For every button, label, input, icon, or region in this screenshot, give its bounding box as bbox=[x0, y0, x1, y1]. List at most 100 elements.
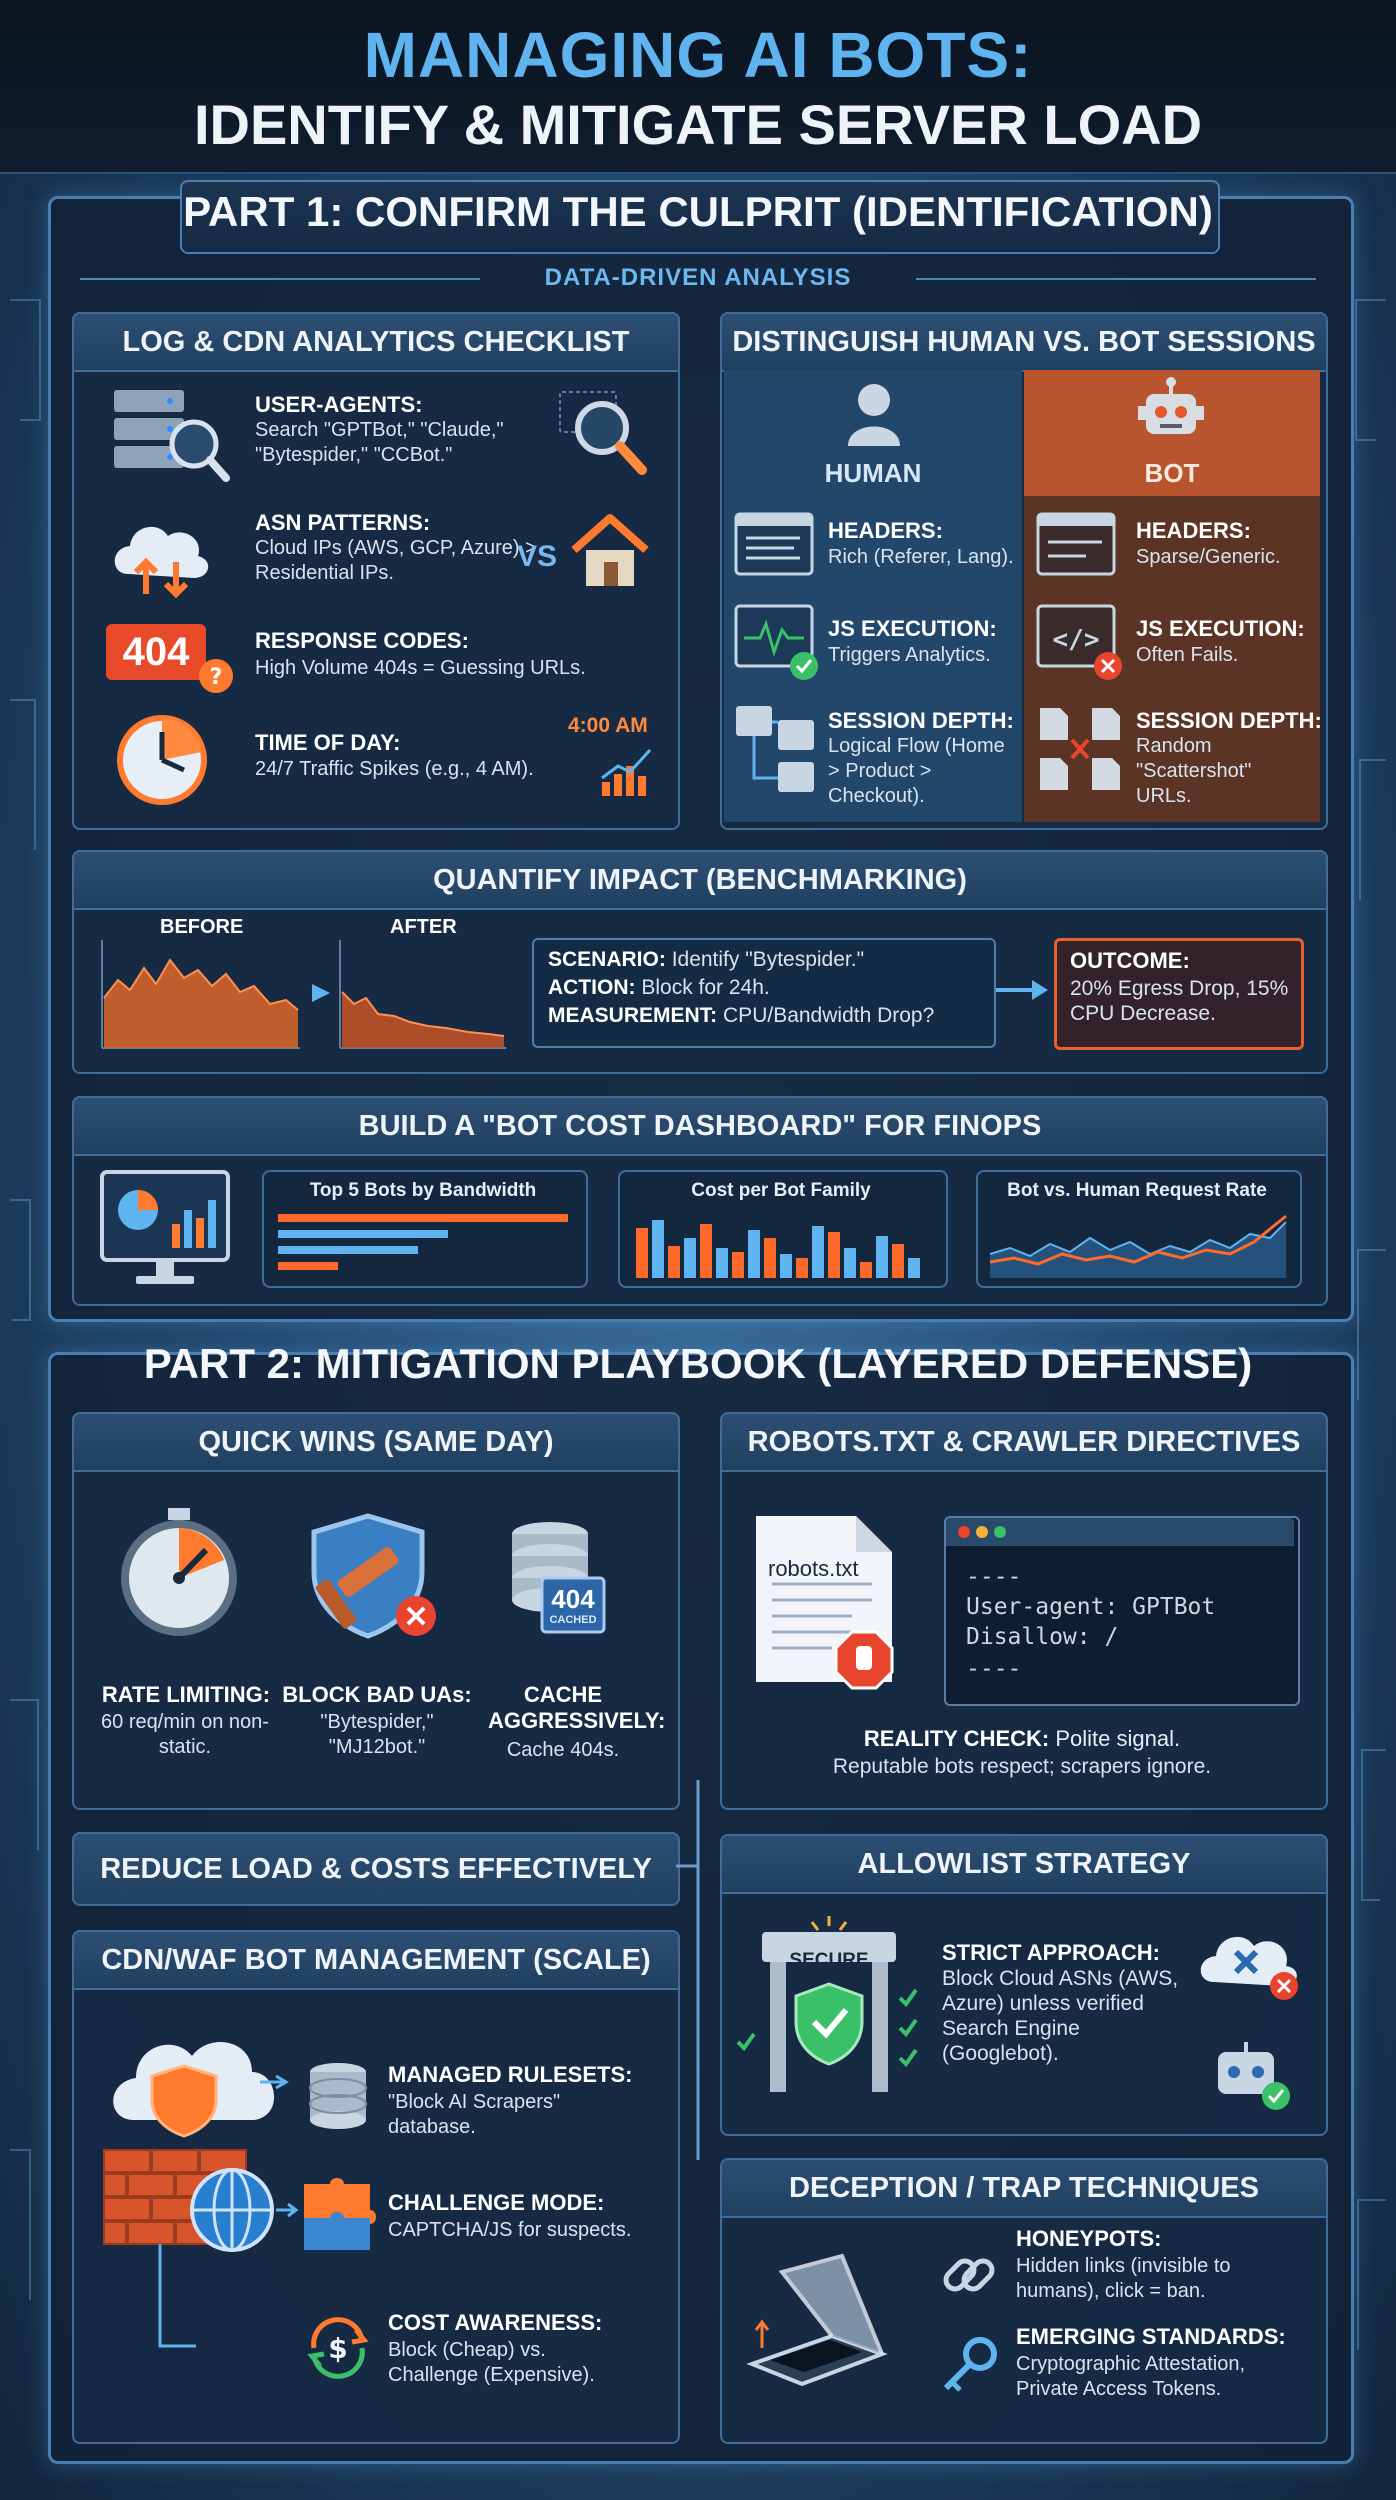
stopwatch-icon bbox=[121, 1508, 237, 1636]
measurement-text: CPU/Bandwidth Drop? bbox=[723, 1004, 935, 1027]
widget-bot-human-rate-chart bbox=[989, 1214, 1287, 1278]
code-line-disallow: Disallow: / bbox=[966, 1624, 1119, 1650]
scenario-label: SCENARIO: bbox=[548, 948, 666, 971]
before-label: BEFORE bbox=[160, 916, 244, 938]
question-icon: ? bbox=[199, 659, 233, 693]
time-of-day-label: TIME OF DAY: bbox=[255, 730, 401, 755]
server-search-icon bbox=[114, 390, 230, 482]
cdn-waf-title: CDN/WAF BOT MANAGEMENT (SCALE) bbox=[74, 1932, 678, 1990]
link-chain-icon bbox=[943, 2258, 995, 2292]
action-label: ACTION: bbox=[548, 976, 636, 999]
trapdoor-icon bbox=[746, 2253, 888, 2387]
widget-cost-family-chart bbox=[636, 1220, 920, 1278]
widget-top-bots-chart bbox=[278, 1214, 568, 1270]
after-label: AFTER bbox=[390, 916, 457, 938]
outcome-arrow-icon bbox=[996, 980, 1048, 1000]
allowlist-title: ALLOWLIST STRATEGY bbox=[722, 1836, 1326, 1894]
code-dash-top: ---- bbox=[966, 1564, 1022, 1590]
reality-check-label: REALITY CHECK: bbox=[863, 1726, 1050, 1751]
outcome-label: OUTCOME: bbox=[1070, 948, 1190, 973]
human-session-label: SESSION DEPTH: bbox=[828, 708, 1014, 733]
widget-cost-family-title: Cost per Bot Family bbox=[691, 1180, 871, 1201]
action-line: ACTION: Block for 24h. bbox=[548, 976, 770, 1000]
outcome-text: 20% Egress Drop, 15% CPU Decrease. bbox=[1070, 977, 1289, 1025]
block-uas-text: "Bytespider," "MJ12bot." bbox=[320, 1711, 434, 1758]
bot-session-text: Random "Scattershot" URLs. bbox=[1136, 735, 1252, 807]
spike-chart-icon bbox=[601, 748, 652, 796]
js-pulse-icon bbox=[734, 604, 818, 680]
asn-label: ASN PATTERNS: bbox=[255, 510, 431, 535]
human-session-text: Logical Flow (Home > Product > Checkout)… bbox=[828, 735, 1005, 807]
bot-robot-icon bbox=[1138, 377, 1204, 434]
svg-text:</>: </> bbox=[1053, 625, 1100, 655]
reality-check-text: Polite signal. bbox=[1055, 1726, 1181, 1751]
robots-title: ROBOTS.TXT & CRAWLER DIRECTIVES bbox=[722, 1414, 1326, 1472]
title-bar bbox=[0, 0, 1396, 174]
cost-dollar-icon: $ bbox=[307, 2317, 369, 2379]
page-title: MANAGING AI BOTS: bbox=[363, 19, 1033, 91]
human-js-text: Triggers Analytics. bbox=[828, 644, 991, 666]
quick-wins-title: QUICK WINS (SAME DAY) bbox=[74, 1414, 678, 1472]
secure-gate-label: SECURE bbox=[789, 1950, 869, 1971]
measurement-label: MEASUREMENT: bbox=[548, 1004, 718, 1027]
reduce-load-title: REDUCE LOAD & COSTS EFFECTIVELY bbox=[100, 1853, 652, 1885]
part1-subheading: DATA-DRIVEN ANALYSIS bbox=[544, 264, 852, 291]
shield-gavel-icon bbox=[311, 1513, 436, 1639]
clock-icon bbox=[117, 715, 207, 805]
part1-heading: PART 1: CONFIRM THE CULPRIT (IDENTIFICAT… bbox=[183, 188, 1213, 235]
database-cache-icon bbox=[512, 1522, 606, 1634]
outcome-box bbox=[1054, 938, 1304, 1050]
svg-text:$: $ bbox=[328, 2332, 347, 2365]
clock-time-label: 4:00 AM bbox=[568, 714, 648, 737]
code-line-useragent: User-agent: GPTBot bbox=[966, 1594, 1216, 1620]
cache-label: CACHE AGGRESSIVELY: bbox=[488, 1682, 666, 1733]
magnifier-icon bbox=[559, 391, 647, 475]
dashboard-title: BUILD A "BOT COST DASHBOARD" FOR FINOPS bbox=[74, 1098, 1326, 1156]
cloud-arrows-icon bbox=[114, 526, 209, 599]
robots-file-icon bbox=[756, 1516, 894, 1690]
log-checklist-title: LOG & CDN ANALYTICS CHECKLIST bbox=[74, 314, 678, 372]
part1-header-banner bbox=[180, 180, 1220, 254]
puzzle-icon bbox=[304, 2178, 376, 2250]
user-agents-text: Search "GPTBot," "Claude," "Bytespider,"… bbox=[255, 419, 504, 466]
time-of-day-text: 24/7 Traffic Spikes (e.g., 4 AM). bbox=[255, 758, 534, 780]
human-label: HUMAN bbox=[824, 458, 922, 488]
cache-text: Cache 404s. bbox=[506, 1739, 620, 1761]
scenario-line: SCENARIO: Identify "Bytespider." bbox=[548, 948, 864, 972]
code-fail-icon: </> bbox=[1036, 604, 1122, 680]
honeypots-label: HONEYPOTS: bbox=[1016, 2226, 1162, 2251]
database-icon bbox=[309, 2063, 367, 2129]
reduce-load-banner: REDUCE LOAD & COSTS EFFECTIVELY bbox=[72, 1832, 680, 1906]
bot-headers-label: HEADERS: bbox=[1136, 518, 1251, 543]
scattershot-icon bbox=[1040, 708, 1120, 790]
response-codes-text: High Volume 404s = Guessing URLs. bbox=[255, 657, 586, 679]
human-bot-title: DISTINGUISH HUMAN VS. BOT SESSIONS bbox=[722, 314, 1326, 372]
monitor-chart-icon bbox=[100, 1170, 230, 1284]
bot-label: BOT bbox=[1144, 458, 1200, 488]
widget-top-bots-title: Top 5 Bots by Bandwidth bbox=[309, 1180, 537, 1201]
code-dash-bottom: ---- bbox=[966, 1656, 1022, 1682]
measurement-line: MEASUREMENT: CPU/Bandwidth Drop? bbox=[548, 1004, 934, 1028]
human-headers-text: Rich (Referer, Lang). bbox=[828, 546, 1014, 568]
page-subtitle: IDENTIFY & MITIGATE SERVER LOAD bbox=[193, 93, 1203, 156]
human-user-icon bbox=[848, 384, 900, 446]
bot-headers-text: Sparse/Generic. bbox=[1136, 546, 1281, 568]
after-chart bbox=[339, 940, 506, 1049]
vs-label: VS bbox=[517, 540, 558, 573]
widget-bot-human-rate-title: Bot vs. Human Request Rate bbox=[1007, 1180, 1267, 1201]
user-agents-label: USER-AGENTS: bbox=[255, 392, 423, 417]
reality-check-line: REALITY CHECK: Polite signal. bbox=[720, 1726, 1324, 1752]
bot-headers-window-icon bbox=[1036, 512, 1116, 576]
emerging-standards-label: EMERGING STANDARDS: bbox=[1016, 2324, 1286, 2349]
cost-awareness-label: COST AWARENESS: bbox=[388, 2310, 603, 2335]
reality-check-text2: Reputable bots respect; scrapers ignore. bbox=[832, 1755, 1212, 1778]
human-headers-label: HEADERS: bbox=[828, 518, 943, 543]
scenario-box bbox=[532, 938, 996, 1048]
rate-limiting-text: 60 req/min on non-static. bbox=[101, 1711, 269, 1758]
key-icon bbox=[943, 2337, 997, 2392]
scenario-text: Identify "Bytespider." bbox=[671, 948, 865, 971]
headers-window-icon bbox=[734, 512, 814, 576]
deception-title: DECEPTION / TRAP TECHNIQUES bbox=[722, 2160, 1326, 2218]
rate-limiting-label: RATE LIMITING: bbox=[101, 1682, 271, 1707]
